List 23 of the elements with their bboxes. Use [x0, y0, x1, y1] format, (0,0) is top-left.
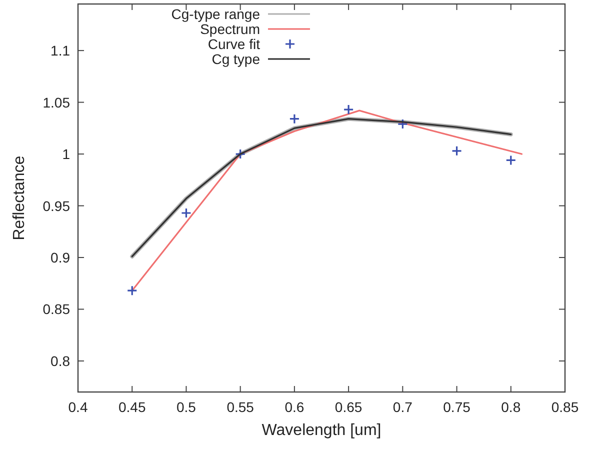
x-tick-label: 0.8 — [501, 399, 521, 415]
x-tick-label: 0.7 — [392, 399, 413, 415]
y-tick-label: 1.1 — [50, 42, 70, 59]
y-tick-label: 0.95 — [42, 198, 70, 214]
x-tick-label: 0.55 — [226, 399, 254, 415]
x-tick-label: 0.85 — [551, 399, 579, 415]
y-tick-label: 0.8 — [50, 352, 70, 369]
legend-label: Cg type — [212, 51, 260, 67]
x-tick-label: 0.75 — [443, 399, 471, 415]
x-tick-label: 0.4 — [68, 399, 88, 415]
y-tick-label: 0.9 — [50, 249, 70, 266]
x-tick-label: 0.5 — [176, 399, 196, 415]
x-tick-label: 0.45 — [118, 399, 146, 415]
x-tick-label: 0.6 — [284, 399, 304, 415]
legend-label: Cg-type range — [171, 6, 260, 22]
legend-label: Spectrum — [200, 21, 260, 37]
legend-label: Curve fit — [208, 36, 260, 52]
y-tick-label: 1 — [62, 146, 70, 162]
x-tick-label: 0.65 — [334, 399, 362, 415]
x-axis-title: Wavelength [um] — [262, 422, 382, 439]
y-axis-title: Reflectance — [11, 156, 28, 240]
y-tick-label: 0.85 — [42, 301, 70, 318]
y-tick-label: 1.05 — [42, 94, 70, 110]
